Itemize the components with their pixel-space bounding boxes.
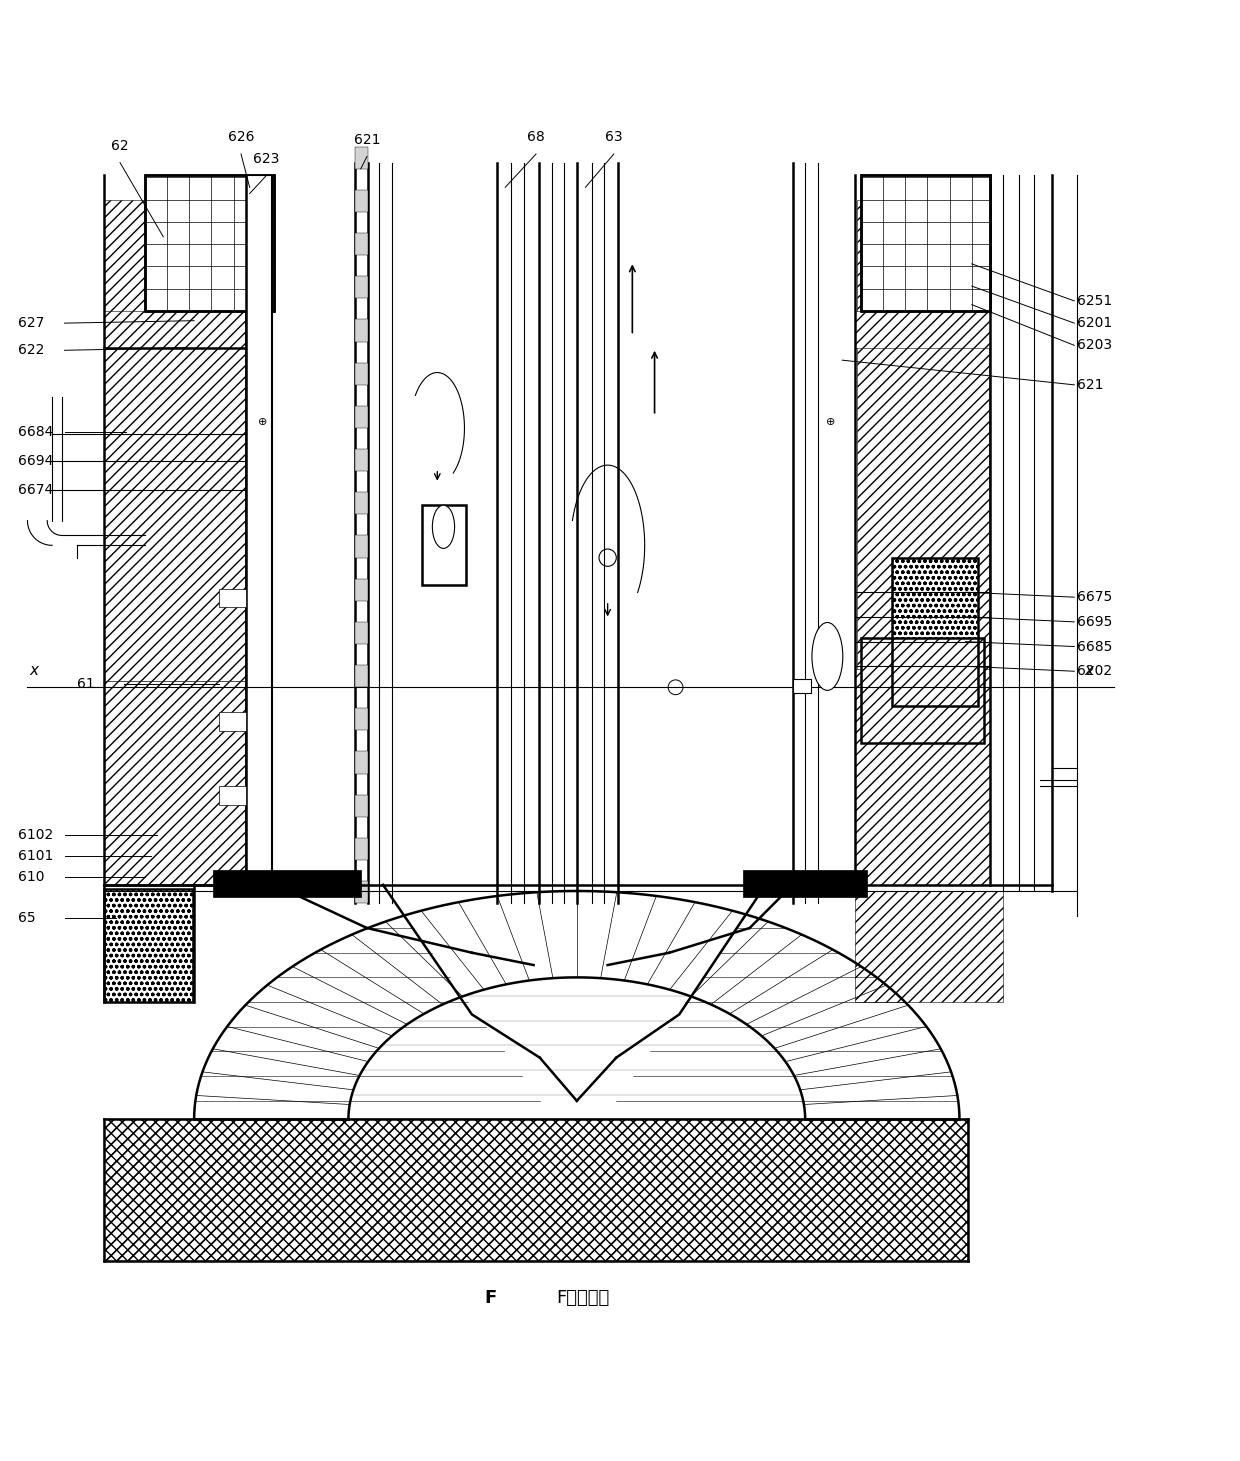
Text: 6203: 6203 (1076, 339, 1112, 352)
Text: 6675: 6675 (1076, 590, 1112, 605)
Bar (892, 558, 978, 706)
Bar (792, 679, 811, 694)
Text: 621: 621 (353, 133, 381, 146)
Bar (355, 665, 368, 687)
Bar (854, 311, 991, 348)
Text: 623: 623 (253, 152, 279, 167)
Bar (355, 449, 368, 472)
Bar (861, 638, 985, 742)
Bar (861, 638, 985, 742)
Text: 62: 62 (112, 139, 129, 153)
Bar (218, 589, 246, 608)
Text: 6101: 6101 (17, 849, 53, 863)
Bar (861, 175, 991, 311)
Text: x: x (29, 663, 38, 678)
Bar (355, 536, 368, 558)
Text: 6201: 6201 (1076, 316, 1112, 330)
Text: 63: 63 (605, 130, 622, 145)
Bar (854, 891, 1003, 1002)
Text: $\oplus$: $\oplus$ (257, 416, 267, 428)
Bar (218, 786, 246, 805)
Bar (145, 175, 274, 311)
Text: 6251: 6251 (1076, 294, 1112, 308)
Bar (423, 504, 466, 584)
Bar (355, 839, 368, 861)
Bar (145, 175, 274, 311)
Text: 6202: 6202 (1076, 665, 1112, 678)
Bar (355, 276, 368, 298)
Text: F处放大图: F处放大图 (557, 1290, 610, 1308)
Bar (355, 622, 368, 644)
Ellipse shape (433, 506, 455, 548)
Bar (861, 175, 991, 311)
Bar (145, 175, 274, 311)
Bar (355, 362, 368, 384)
Bar (218, 712, 246, 730)
Bar (355, 406, 368, 428)
Bar (104, 888, 193, 1002)
Bar (104, 681, 246, 885)
Bar (104, 888, 193, 1002)
Bar (355, 795, 368, 817)
Text: 621: 621 (1076, 378, 1104, 392)
Bar (246, 175, 270, 885)
Text: 622: 622 (17, 343, 43, 358)
Text: 68: 68 (527, 130, 544, 145)
Bar (355, 146, 368, 169)
Bar (212, 869, 361, 897)
Bar (744, 869, 867, 897)
Bar (104, 1119, 968, 1261)
Bar (854, 669, 991, 885)
Bar (892, 558, 978, 706)
Text: 6685: 6685 (1076, 640, 1112, 653)
Bar (355, 881, 368, 903)
Text: 65: 65 (17, 912, 35, 925)
Bar (355, 579, 368, 600)
Bar (104, 311, 246, 348)
Text: 610: 610 (17, 871, 45, 884)
Bar (145, 200, 205, 311)
Text: F: F (485, 1290, 496, 1308)
Ellipse shape (812, 622, 843, 691)
Bar (355, 232, 368, 256)
Bar (857, 200, 990, 885)
Text: 6684: 6684 (17, 425, 53, 438)
Bar (861, 175, 991, 311)
Text: x: x (1085, 663, 1094, 678)
Bar (355, 190, 368, 212)
Text: 6674: 6674 (17, 482, 53, 497)
Bar (355, 320, 368, 342)
Bar (355, 751, 368, 774)
Text: 627: 627 (17, 316, 43, 330)
Bar (355, 492, 368, 514)
Text: 626: 626 (228, 130, 254, 145)
Bar (355, 709, 368, 730)
Text: 61: 61 (77, 676, 94, 691)
Text: 6102: 6102 (17, 828, 53, 843)
Text: 6694: 6694 (17, 454, 53, 469)
Bar (104, 200, 246, 885)
Bar (104, 681, 246, 885)
Bar (104, 1119, 968, 1261)
Text: $\oplus$: $\oplus$ (825, 416, 835, 428)
Text: 6695: 6695 (1076, 615, 1112, 628)
